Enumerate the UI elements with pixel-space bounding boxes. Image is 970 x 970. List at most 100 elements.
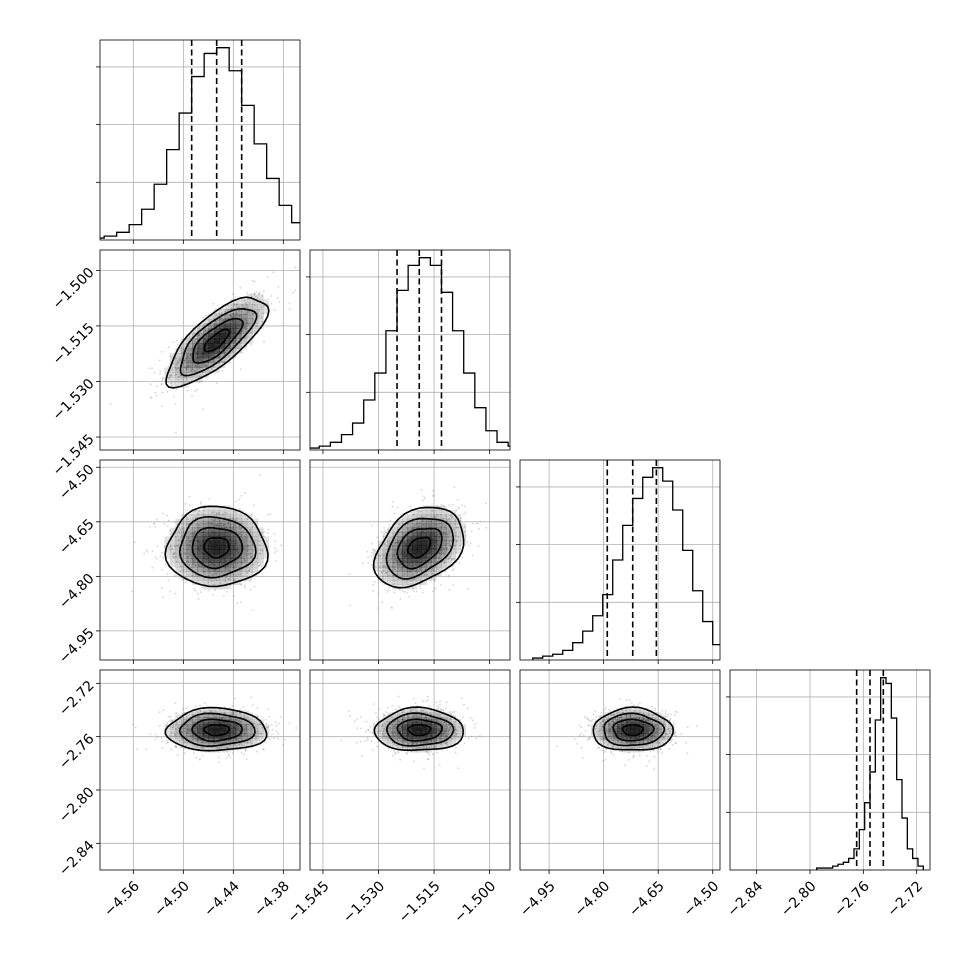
sample-point [185,351,188,354]
density-cell [186,735,193,739]
density-cell [416,721,422,725]
sample-point [460,520,462,522]
sample-point [470,735,473,738]
density-cell [219,523,226,528]
density-cell [208,735,215,739]
sample-point [646,741,649,743]
sample-point [247,306,249,309]
density-cell [392,728,398,732]
density-cell [191,514,198,519]
sample-point [202,520,205,523]
sample-point [228,308,231,311]
density-cell [191,328,198,334]
contour-level-3 [164,505,269,588]
sample-point [214,710,217,712]
sample-point [196,388,198,391]
sample-point [238,347,241,349]
sample-point [409,570,412,573]
sample-point [415,713,417,716]
sample-point [369,725,372,728]
density-cell [382,549,388,555]
sample-point [194,390,197,392]
sample-point [176,361,179,364]
density-cell [224,531,231,537]
sample-point [214,589,217,591]
sample-point [205,716,207,718]
sample-point [230,308,233,310]
density-cell [175,545,182,550]
density-cell [175,362,182,368]
sample-point [393,566,395,568]
panel-2-0 [96,459,301,664]
sample-point [174,403,177,405]
sample-point [428,525,431,528]
sample-point [605,716,607,719]
density-cell [235,545,242,550]
density-cell [431,523,437,528]
sample-point [207,568,210,571]
sample-point [340,739,343,742]
density-cell [175,714,182,718]
density-cell [235,580,242,585]
sample-point [159,372,162,375]
sample-point [256,311,259,314]
sample-point [422,742,425,744]
sample-point [619,750,622,753]
density-cell [455,549,462,555]
density-cell [213,527,220,533]
sample-point [136,748,139,751]
sample-point [167,519,170,522]
sample-point [221,369,224,372]
density-cell [246,514,253,519]
density-cell [202,584,209,590]
sample-point [193,560,196,563]
density-cell [431,731,437,734]
density-cell [263,549,270,555]
sample-point [235,738,237,741]
density-cell [169,353,176,359]
sample-point [241,733,244,735]
sample-point [217,319,220,322]
sample-point [184,581,187,584]
density-cell [416,540,422,546]
density-cell [197,523,204,528]
density-cell [392,714,398,718]
density-cell [180,523,187,528]
sample-point [243,326,246,329]
contour-level-0 [203,724,230,737]
sample-point [469,542,472,544]
density-cell [224,745,231,748]
sample-point [232,312,235,315]
density-cell [257,309,264,315]
sample-point [252,549,255,552]
sample-point [238,306,241,308]
density-cell [224,558,231,563]
sample-point [447,733,449,736]
sample-point [400,521,403,523]
sample-point [235,500,238,503]
sample-point [431,569,434,572]
density-cell [213,357,220,364]
sample-point [151,367,153,370]
sample-point [186,365,189,367]
sample-point [686,752,689,755]
density-cell [392,527,398,533]
sample-point [258,740,261,742]
sample-point [248,741,251,744]
density-cell [392,571,398,577]
sample-point [240,601,242,604]
density-cell [436,728,442,732]
density-layer [131,474,300,612]
density-cell [224,717,231,720]
sample-point [217,511,220,514]
density-cell [197,562,204,568]
sample-point [403,591,406,593]
density-cell [451,514,457,519]
density-cell [407,710,413,713]
density-cell [208,540,215,546]
sample-point [253,585,256,588]
density-cell [421,553,427,559]
sample-point [180,374,182,377]
sample-point [228,578,231,581]
density-cell [235,745,242,748]
